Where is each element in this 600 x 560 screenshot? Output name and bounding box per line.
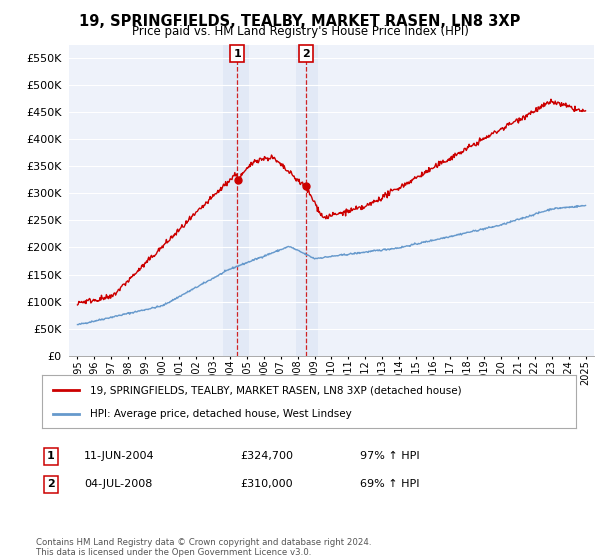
Text: 69% ↑ HPI: 69% ↑ HPI [360,479,419,489]
Bar [223,45,248,356]
Text: Price paid vs. HM Land Registry's House Price Index (HPI): Price paid vs. HM Land Registry's House … [131,25,469,38]
Text: 11-JUN-2004: 11-JUN-2004 [84,451,155,461]
Bar [296,45,318,356]
Text: £310,000: £310,000 [240,479,293,489]
Text: 2: 2 [47,479,55,489]
Text: £324,700: £324,700 [240,451,293,461]
Text: 1: 1 [47,451,55,461]
Text: 04-JUL-2008: 04-JUL-2008 [84,479,152,489]
Text: HPI: Average price, detached house, West Lindsey: HPI: Average price, detached house, West… [90,408,352,418]
Text: 2: 2 [302,49,310,58]
Text: 1: 1 [233,49,241,58]
Text: 19, SPRINGFIELDS, TEALBY, MARKET RASEN, LN8 3XP (detached house): 19, SPRINGFIELDS, TEALBY, MARKET RASEN, … [90,385,461,395]
Text: 19, SPRINGFIELDS, TEALBY, MARKET RASEN, LN8 3XP: 19, SPRINGFIELDS, TEALBY, MARKET RASEN, … [79,14,521,29]
Text: 97% ↑ HPI: 97% ↑ HPI [360,451,419,461]
Text: Contains HM Land Registry data © Crown copyright and database right 2024.
This d: Contains HM Land Registry data © Crown c… [36,538,371,557]
